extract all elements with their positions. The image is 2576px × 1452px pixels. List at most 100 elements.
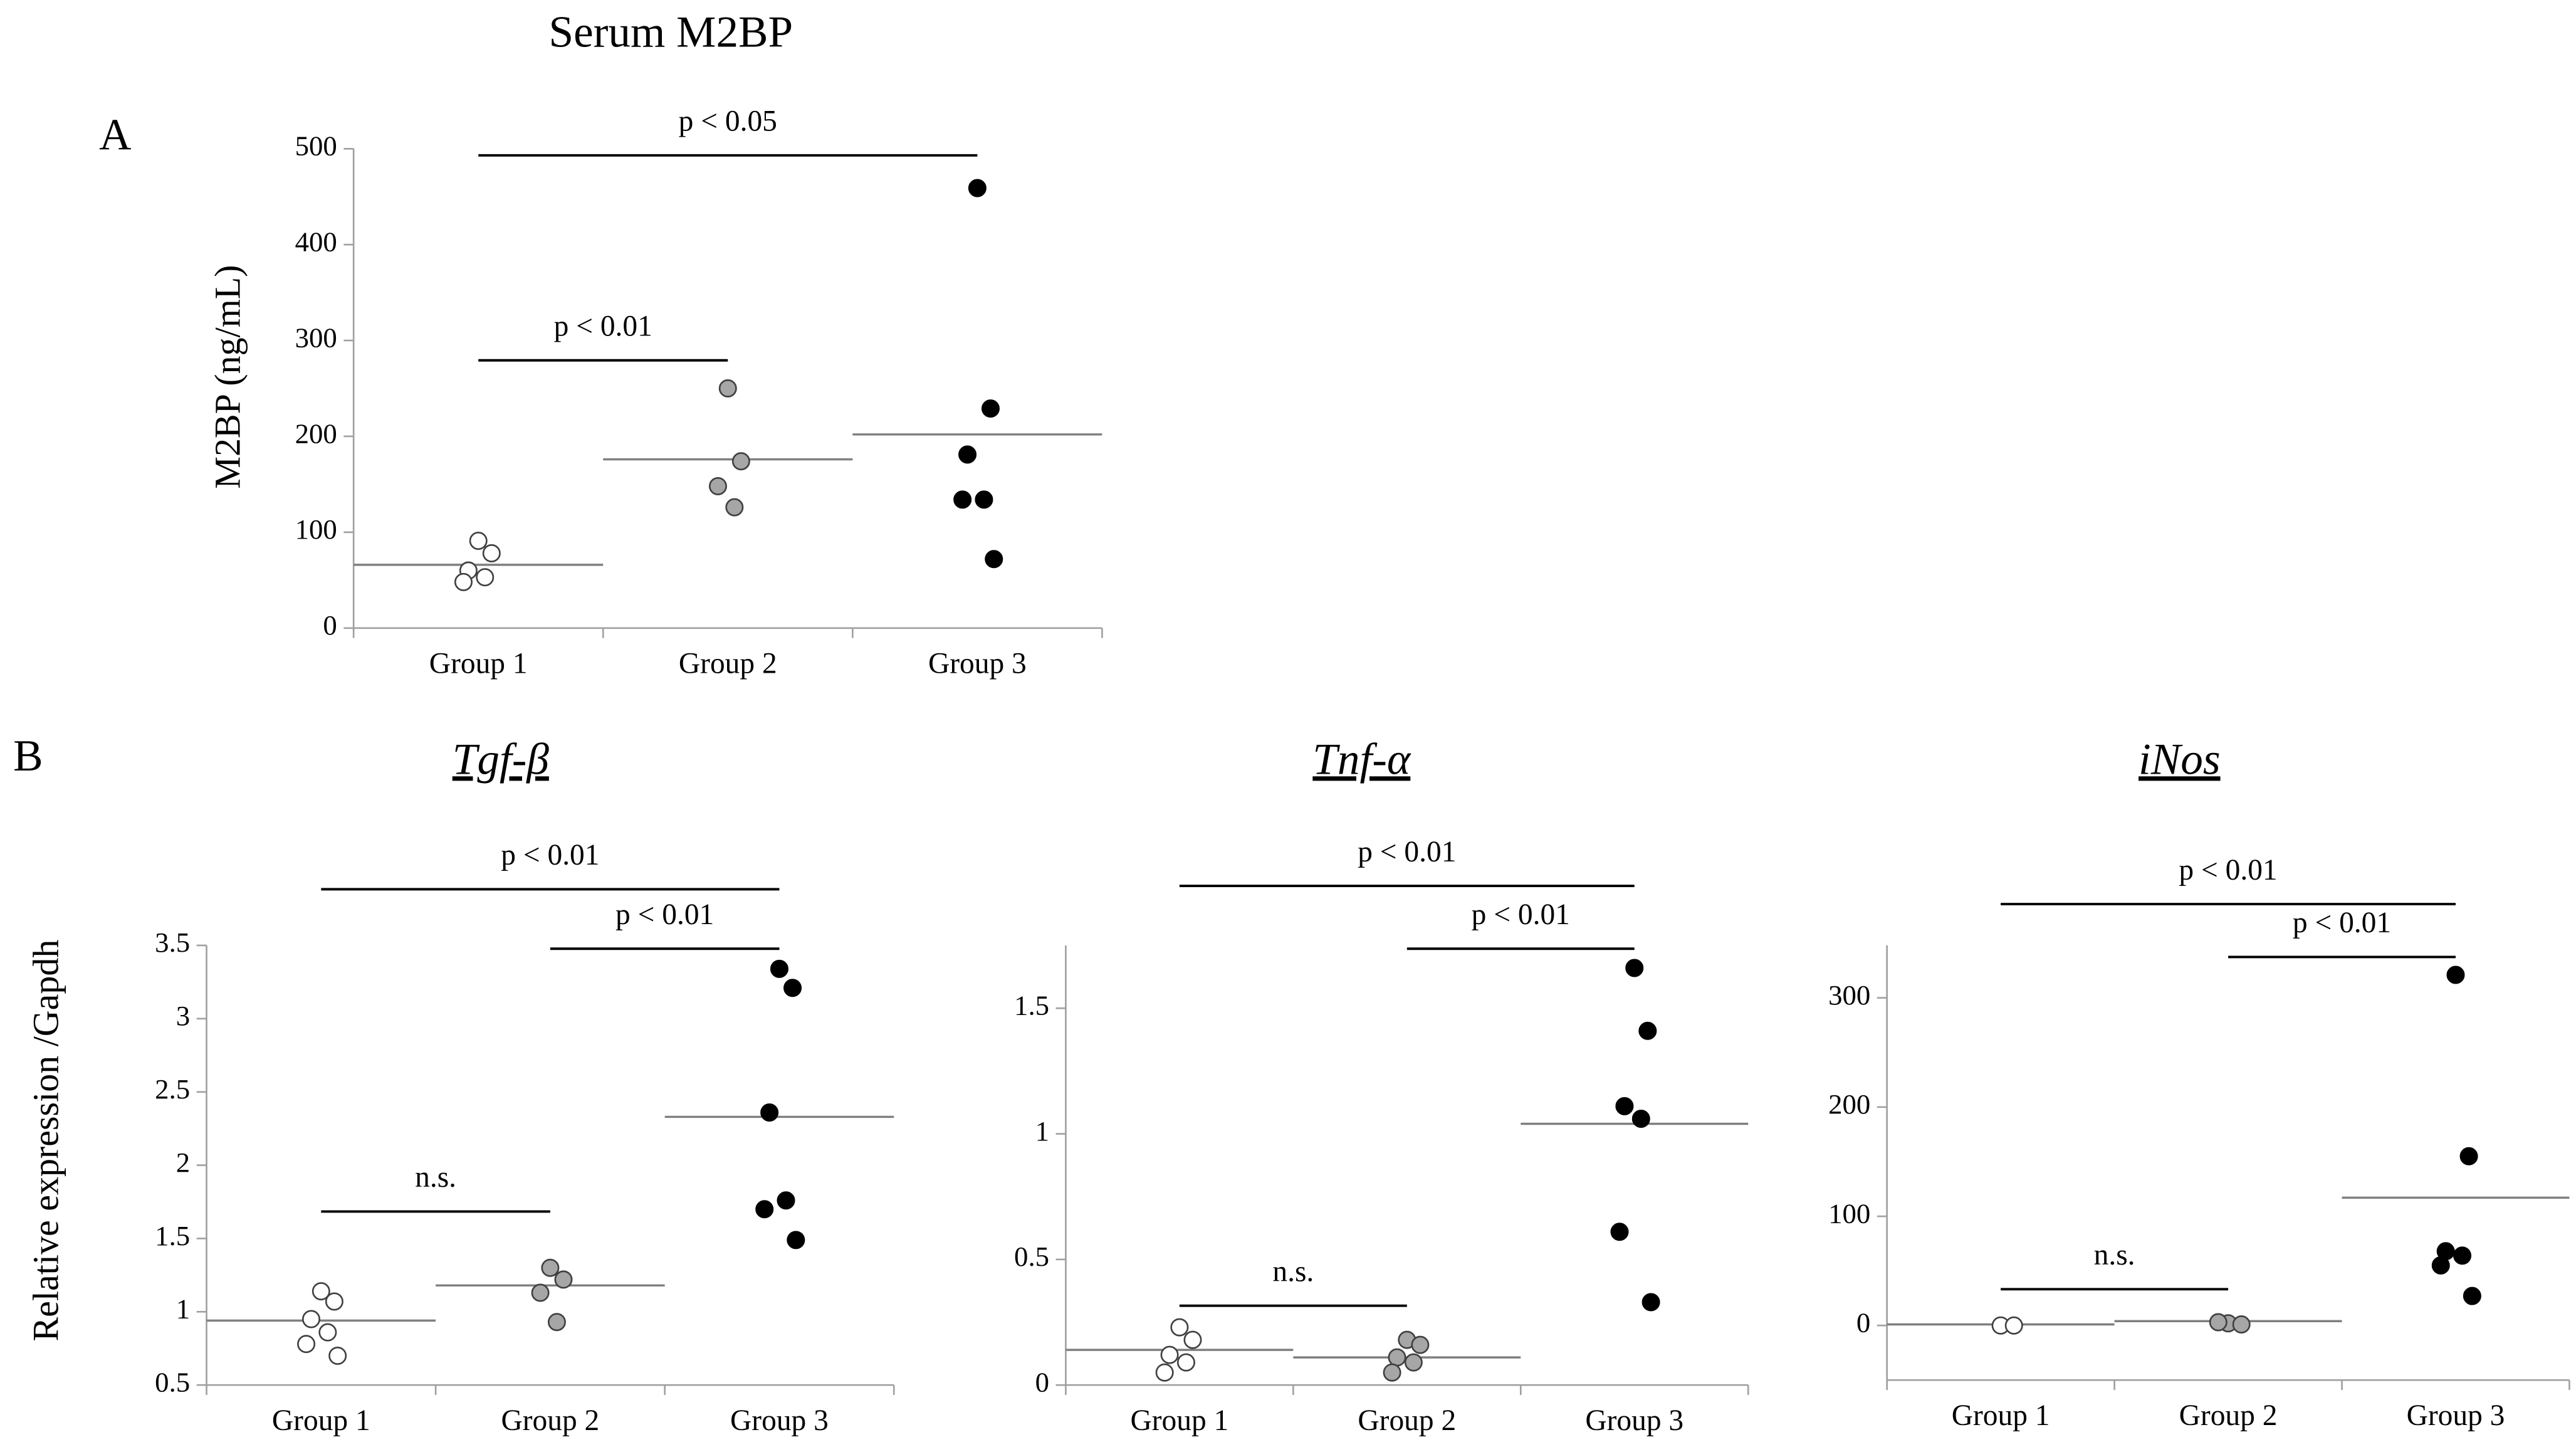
y-tick-label: 3 [176, 1000, 190, 1031]
comparison-label: n.s. [415, 1161, 456, 1194]
data-point [958, 445, 977, 464]
data-point [1641, 1293, 1660, 1312]
chart-title: Tgf-β [453, 735, 550, 784]
data-point [708, 476, 727, 495]
y-tick-label: 500 [295, 130, 337, 162]
panel-label: A [99, 110, 131, 159]
data-point [531, 1283, 550, 1302]
data-point [1170, 1318, 1189, 1337]
y-tick-label: 200 [1828, 1088, 1870, 1120]
x-tick-label: Group 3 [928, 647, 1027, 680]
data-point [953, 490, 972, 509]
y-axis-label: Relative expression /Gapdh [25, 940, 66, 1342]
y-tick-label: 0 [1856, 1307, 1870, 1338]
data-point [787, 1231, 805, 1249]
data-point [975, 490, 993, 509]
data-point [1638, 1021, 1657, 1040]
data-point [981, 399, 1000, 418]
chart-title: iNos [2139, 735, 2221, 784]
y-tick-label: 0.5 [1014, 1241, 1049, 1272]
data-point [302, 1310, 321, 1328]
x-tick-label: Group 1 [429, 647, 528, 680]
y-tick-label: 2 [176, 1147, 190, 1178]
y-tick-label: 0 [1035, 1367, 1049, 1398]
y-tick-label: 300 [1828, 979, 1870, 1011]
y-tick-label: 100 [1828, 1197, 1870, 1229]
x-tick-label: Group 2 [679, 647, 777, 680]
data-point [2209, 1313, 2228, 1332]
data-point [1631, 1109, 1650, 1128]
comparison-label: p < 0.01 [2179, 854, 2277, 886]
comparison-label: p < 0.01 [2293, 907, 2391, 939]
data-point [547, 1313, 566, 1332]
x-tick-label: Group 1 [272, 1404, 370, 1437]
data-point [725, 498, 744, 517]
data-point [454, 572, 473, 591]
data-point [2453, 1246, 2472, 1265]
data-point [2004, 1316, 2023, 1335]
data-point [2463, 1286, 2481, 1305]
data-point [1155, 1363, 1174, 1382]
data-point [2446, 965, 2465, 984]
data-point [783, 979, 802, 997]
data-point [1160, 1345, 1179, 1364]
data-point [777, 1191, 795, 1210]
chart-title: Tnf-α [1312, 735, 1411, 784]
data-point [1183, 1330, 1202, 1349]
data-point [1615, 1097, 1634, 1115]
x-tick-label: Group 1 [1130, 1404, 1228, 1437]
y-tick-label: 0 [323, 609, 337, 641]
y-tick-label: 400 [295, 226, 337, 257]
data-point [328, 1346, 347, 1365]
data-point [297, 1335, 316, 1354]
x-tick-label: Group 3 [730, 1404, 829, 1437]
chart-title: Serum M2BP [549, 8, 793, 56]
y-tick-label: 1 [1035, 1115, 1049, 1147]
data-point [985, 550, 1003, 569]
data-point [1404, 1353, 1423, 1372]
data-point [731, 452, 750, 471]
y-tick-label: 2.5 [155, 1073, 190, 1105]
data-point [1176, 1353, 1195, 1372]
data-point [770, 959, 788, 978]
y-tick-label: 0.5 [155, 1367, 190, 1398]
comparison-label: p < 0.01 [1472, 898, 1570, 931]
y-axis-label: M2BP (ng/mL) [207, 265, 248, 489]
data-point [482, 544, 501, 563]
y-tick-label: 200 [295, 418, 337, 449]
x-tick-label: Group 2 [1358, 1404, 1456, 1437]
y-tick-label: 300 [295, 322, 337, 353]
y-tick-label: 3.5 [155, 927, 190, 958]
x-tick-label: Group 3 [2407, 1399, 2505, 1432]
data-point [968, 179, 987, 197]
data-point [312, 1282, 330, 1301]
comparison-label: p < 0.01 [501, 839, 599, 871]
data-point [554, 1270, 573, 1289]
data-point [1625, 959, 1644, 977]
y-tick-label: 1.5 [155, 1220, 190, 1251]
comparison-label: p < 0.01 [1358, 836, 1456, 868]
data-point [325, 1292, 343, 1311]
x-tick-label: Group 3 [1585, 1404, 1683, 1437]
data-point [2232, 1315, 2251, 1334]
data-point [318, 1323, 337, 1342]
y-tick-label: 1.5 [1014, 989, 1049, 1021]
data-point [541, 1258, 560, 1277]
x-tick-label: Group 1 [1952, 1399, 2050, 1432]
data-point [755, 1200, 774, 1219]
data-point [1411, 1335, 1430, 1354]
y-tick-label: 100 [295, 513, 337, 545]
data-point [476, 568, 495, 587]
data-point [760, 1103, 779, 1122]
data-point [1610, 1223, 1629, 1241]
data-point [2459, 1147, 2478, 1165]
data-point [469, 532, 488, 550]
comparison-label: p < 0.01 [615, 898, 714, 931]
x-tick-label: Group 2 [501, 1404, 599, 1437]
comparison-label: n.s. [1272, 1255, 1314, 1288]
panel-label: B [13, 732, 43, 781]
data-point [1388, 1348, 1406, 1367]
comparison-label: p < 0.05 [679, 105, 777, 138]
y-tick-label: 1 [176, 1293, 190, 1325]
